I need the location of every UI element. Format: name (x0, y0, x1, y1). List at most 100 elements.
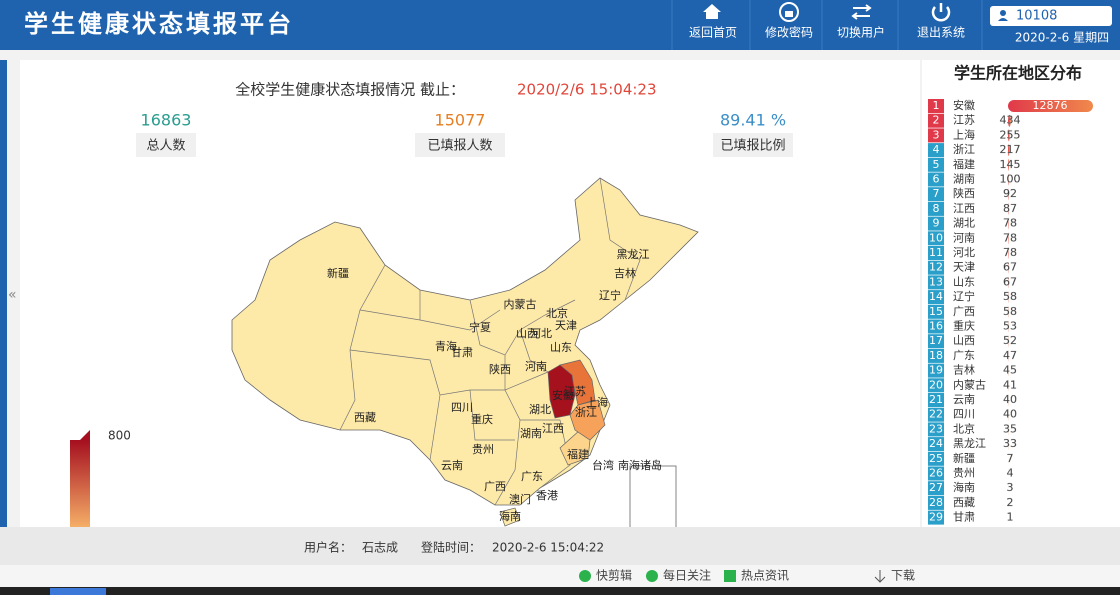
rank-bar (1008, 247, 1009, 259)
legend-handle[interactable] (80, 430, 90, 440)
nav-home[interactable]: 返回首页 (689, 26, 737, 40)
region-hainan (499, 507, 521, 527)
os-bar (0, 587, 1120, 595)
map-label: 海南 (499, 509, 521, 523)
rank-number: 1 (933, 99, 940, 112)
rank-number: 26 (929, 467, 943, 480)
stat-label: 已填报人数 (427, 139, 492, 154)
map-label: 天津 (555, 319, 577, 332)
map-label: 河南 (525, 360, 547, 373)
nav-logout[interactable]: 退出系统 (917, 26, 965, 40)
region-name: 内蒙古 (953, 377, 986, 391)
rank-value: 7 (1007, 452, 1014, 465)
rank-number: 9 (933, 217, 940, 230)
rank-bar (1008, 217, 1009, 230)
rank-value: 434 (1000, 114, 1021, 127)
map-label: 陕西 (489, 362, 511, 376)
map (70, 177, 699, 527)
rank-value: 217 (1000, 143, 1021, 156)
rank-bar (1008, 100, 1093, 112)
map-label: 辽宁 (599, 288, 621, 302)
ranking-panel (922, 60, 1120, 527)
date: 2020-2-6 星期四 (1015, 31, 1109, 45)
taskbar-item[interactable]: 快剪辑 (596, 568, 632, 583)
rank-bar (1008, 232, 1009, 245)
switch-icon[interactable] (851, 4, 872, 20)
side-strip (0, 60, 7, 527)
rank-badge (928, 216, 944, 231)
home-icon[interactable] (703, 4, 721, 19)
rank-badge (928, 290, 944, 305)
stat-label: 已填报比例 (720, 139, 785, 154)
stat-value: 16863 (141, 111, 192, 130)
rank-value: 53 (1003, 320, 1017, 333)
region-name: 陕西 (953, 186, 975, 200)
taskbar-icon[interactable] (646, 570, 658, 582)
rank-bar (1008, 144, 1010, 157)
map-label: 台湾 (592, 458, 614, 472)
region-name: 西藏 (953, 496, 975, 509)
rank-number: 28 (929, 496, 943, 509)
taskbar-icon[interactable] (724, 570, 736, 582)
rank-value: 40 (1003, 393, 1017, 406)
rank-number: 13 (929, 275, 943, 288)
map-label: 上海 (586, 395, 608, 409)
user-icon (1000, 10, 1006, 16)
map-label: 广东 (521, 470, 543, 483)
rank-badge (928, 99, 944, 113)
os-tab (50, 588, 106, 595)
summary-time: 2020/2/6 15:04:23 (517, 81, 657, 99)
map-label: 青海 (435, 339, 457, 353)
map-label: 江西 (542, 422, 564, 435)
rank-bar (1008, 188, 1009, 201)
nav-switch[interactable]: 切换用户 (837, 25, 885, 40)
nav (671, 0, 983, 50)
taskbar-icon[interactable] (874, 570, 886, 583)
lock-icon[interactable] (779, 2, 799, 22)
rank-badge (928, 143, 944, 158)
lock-icon[interactable] (785, 11, 793, 17)
region-name: 云南 (953, 393, 975, 406)
ranking-title: 学生所在地区分布 (954, 64, 1082, 83)
rank-number: 11 (929, 246, 943, 259)
taskbar-icon[interactable] (579, 570, 591, 582)
rank-value: 52 (1003, 334, 1017, 347)
map-label: 南海诸岛 (618, 458, 662, 472)
map-label: 福建 (567, 447, 589, 461)
power-icon[interactable] (931, 3, 951, 22)
map-label: 香港 (536, 489, 558, 502)
map-label: 重庆 (471, 412, 493, 426)
rank-badge (928, 246, 944, 260)
region-name: 海南 (953, 480, 975, 494)
rank-number: 22 (929, 408, 943, 421)
stat-value: 15077 (435, 111, 486, 130)
rank-number: 27 (929, 481, 943, 494)
map-label: 宁夏 (469, 320, 491, 334)
region-name: 上海 (953, 127, 975, 141)
rank-badge (928, 319, 944, 334)
nav-password[interactable]: 修改密码 (765, 25, 813, 40)
rank-badge (928, 437, 944, 452)
taskbar-item[interactable]: 每日关注 (663, 568, 711, 583)
rank-badge (928, 304, 944, 319)
rank-value: 78 (1003, 231, 1017, 244)
region-name: 辽宁 (953, 289, 975, 303)
taskbar-item[interactable]: 热点资讯 (741, 569, 789, 583)
rank-number: 18 (929, 349, 943, 362)
rank-number: 20 (929, 378, 943, 391)
region-name: 湖南 (953, 173, 975, 186)
taskbar-item[interactable]: 下载 (891, 569, 915, 583)
map-label: 黑龙江 (617, 248, 650, 261)
rank-badge (928, 481, 944, 496)
stat-value: 89.41 % (720, 111, 786, 130)
region-name: 广西 (953, 305, 975, 318)
collapse[interactable]: « (8, 287, 17, 303)
rank-badge (928, 348, 944, 363)
rank-bar (1008, 202, 1009, 215)
footer (0, 527, 1120, 565)
footer-user-label: 用户名： (304, 540, 352, 555)
rank-number: 7 (933, 187, 940, 200)
region-name: 新疆 (953, 451, 975, 465)
rank-number: 19 (929, 364, 943, 377)
